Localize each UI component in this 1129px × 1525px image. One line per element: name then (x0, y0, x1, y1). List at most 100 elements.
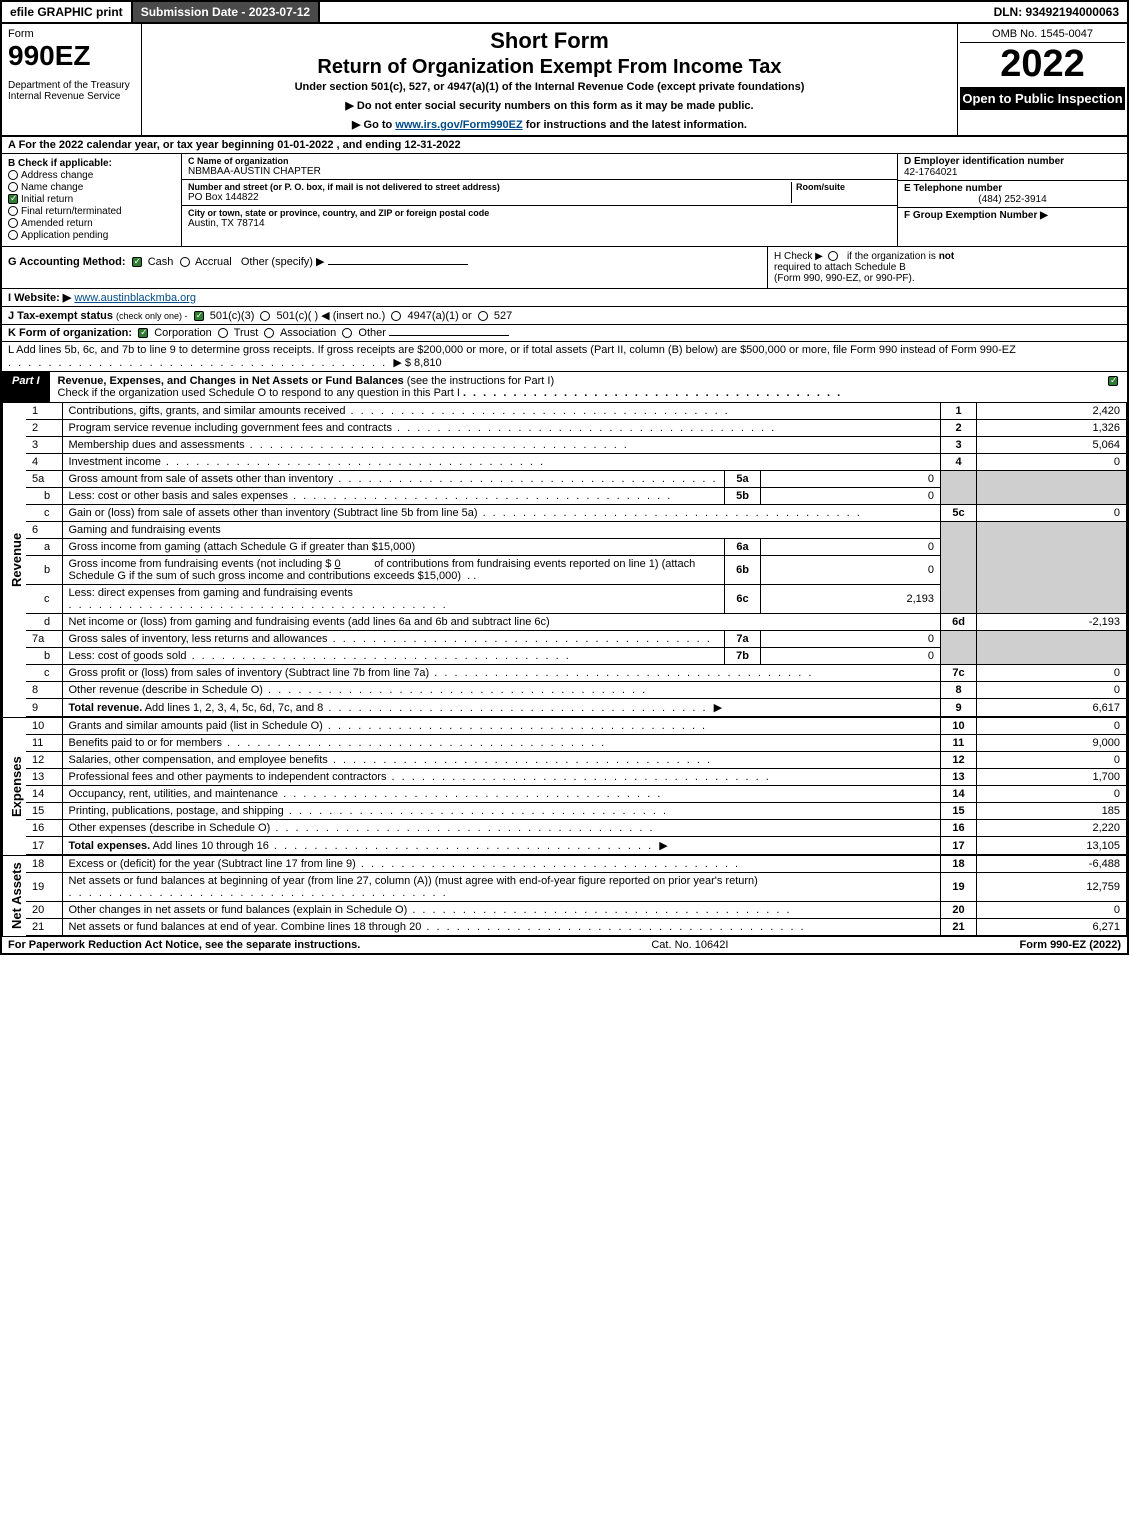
cb-527[interactable] (478, 311, 488, 321)
cb-schedule-o[interactable] (1108, 376, 1118, 386)
line1-val: 2,420 (977, 403, 1127, 420)
org-name-row: C Name of organization NBMBAA-AUSTIN CHA… (182, 154, 897, 180)
dept-label: Department of the Treasury (8, 80, 130, 91)
phone-row: E Telephone number (484) 252-3914 (898, 181, 1127, 208)
cb-501c[interactable] (260, 311, 270, 321)
col-d-ids: D Employer identification number 42-1764… (897, 154, 1127, 246)
line5b-desc: Less: cost or other basis and sales expe… (69, 490, 289, 502)
line-13: 13 Professional fees and other payments … (26, 769, 1127, 786)
line12-desc: Salaries, other compensation, and employ… (69, 754, 328, 766)
line5b-subval: 0 (761, 488, 941, 505)
line2-desc: Program service revenue including govern… (69, 422, 392, 434)
j-label: J Tax-exempt status (8, 310, 113, 322)
short-form-title: Short Form (148, 28, 951, 54)
line-5a: 5a Gross amount from sale of assets othe… (26, 471, 1127, 488)
cb-amended-return[interactable]: Amended return (8, 218, 175, 229)
line14-desc: Occupancy, rent, utilities, and maintena… (69, 788, 279, 800)
cb-name-change[interactable]: Name change (8, 182, 175, 193)
line6a-desc: Gross income from gaming (attach Schedul… (69, 541, 416, 553)
line21-val: 6,271 (977, 919, 1127, 936)
note-goto: ▶ Go to www.irs.gov/Form990EZ for instru… (148, 118, 951, 131)
expenses-section: Expenses 10 Grants and similar amounts p… (0, 718, 1129, 856)
line18-val: -6,488 (977, 856, 1127, 873)
part1-title-wrap: Revenue, Expenses, and Changes in Net As… (50, 372, 1102, 402)
row-k-form-org: K Form of organization: Corporation Trus… (0, 325, 1129, 342)
k-corp: Corporation (154, 327, 211, 339)
irs-link[interactable]: www.irs.gov/Form990EZ (395, 119, 522, 131)
website-link[interactable]: www.austinblackmba.org (74, 292, 196, 304)
cb-association[interactable] (264, 328, 274, 338)
line6a-subval: 0 (761, 539, 941, 556)
col-c-org-info: C Name of organization NBMBAA-AUSTIN CHA… (182, 154, 897, 246)
cb-schedule-b[interactable] (828, 251, 838, 261)
cb-501c3[interactable] (194, 311, 204, 321)
line19-desc: Net assets or fund balances at beginning… (69, 875, 758, 887)
row-a-tax-year: A For the 2022 calendar year, or tax yea… (0, 137, 1129, 154)
l-text: L Add lines 5b, 6c, and 7b to line 9 to … (8, 344, 1016, 356)
line7a-desc: Gross sales of inventory, less returns a… (69, 633, 328, 645)
org-addr-row: Number and street (or P. O. box, if mail… (182, 180, 897, 206)
line12-val: 0 (977, 752, 1127, 769)
line-11: 11 Benefits paid to or for members 11 9,… (26, 735, 1127, 752)
cb-accrual[interactable] (180, 257, 190, 267)
part1-title-sub: (see the instructions for Part I) (407, 375, 554, 387)
line7a-subval: 0 (761, 631, 941, 648)
note-ssn: ▶ Do not enter social security numbers o… (148, 99, 951, 112)
phone-value: (484) 252-3914 (904, 194, 1121, 205)
line6-desc: Gaming and fundraising events (69, 524, 221, 536)
line-6d: d Net income or (loss) from gaming and f… (26, 614, 1127, 631)
cb-trust[interactable] (218, 328, 228, 338)
expenses-table: 10 Grants and similar amounts paid (list… (26, 718, 1127, 855)
cb-name-change-label: Name change (21, 182, 83, 193)
accrual-label: Accrual (195, 256, 232, 268)
line16-desc: Other expenses (describe in Schedule O) (69, 822, 271, 834)
l-dots (8, 357, 387, 369)
line3-val: 5,064 (977, 437, 1127, 454)
j-501c: 501(c)( ) (277, 310, 319, 322)
line-19: 19 Net assets or fund balances at beginn… (26, 873, 1127, 902)
org-addr: PO Box 144822 (188, 192, 791, 203)
cb-other-org[interactable] (342, 328, 352, 338)
line19-val: 12,759 (977, 873, 1127, 902)
line17-pre: Total expenses. (69, 840, 151, 852)
cb-final-return[interactable]: Final return/terminated (8, 206, 175, 217)
cb-initial-return[interactable]: Initial return (8, 194, 175, 205)
line-7c: c Gross profit or (loss) from sales of i… (26, 665, 1127, 682)
line-6: 6 Gaming and fundraising events (26, 522, 1127, 539)
footer-left: For Paperwork Reduction Act Notice, see … (8, 939, 360, 951)
cb-4947[interactable] (391, 311, 401, 321)
cb-corporation[interactable] (138, 328, 148, 338)
line6c-subval: 2,193 (761, 585, 941, 614)
line20-val: 0 (977, 902, 1127, 919)
cb-cash[interactable] (132, 257, 142, 267)
row-i-website: I Website: ▶ www.austinblackmba.org (0, 289, 1129, 307)
note2-pre: ▶ Go to (352, 119, 395, 131)
cb-application-pending[interactable]: Application pending (8, 230, 175, 241)
expenses-label: Expenses (2, 718, 26, 855)
org-city-row: City or town, state or province, country… (182, 206, 897, 231)
line6b-pre: Gross income from fundraising events (no… (69, 558, 332, 570)
group-label: F Group Exemption Number ▶ (904, 210, 1121, 221)
line5c-val: 0 (977, 505, 1127, 522)
cash-label: Cash (148, 256, 174, 268)
j-4947: 4947(a)(1) or (407, 310, 471, 322)
website-label: I Website: ▶ (8, 292, 71, 304)
j-sub: (check only one) - (116, 311, 188, 321)
form-label: Form (8, 28, 135, 40)
line10-val: 0 (977, 718, 1127, 735)
form-header: Form 990EZ Department of the Treasury In… (0, 24, 1129, 137)
top-bar: efile GRAPHIC print Submission Date - 20… (0, 0, 1129, 24)
line7c-desc: Gross profit or (loss) from sales of inv… (69, 667, 430, 679)
cb-initial-return-label: Initial return (21, 194, 73, 205)
line-9: 9 Total revenue. Add lines 1, 2, 3, 4, 5… (26, 699, 1127, 717)
line8-val: 0 (977, 682, 1127, 699)
cb-address-change[interactable]: Address change (8, 170, 175, 181)
line14-val: 0 (977, 786, 1127, 803)
line4-desc: Investment income (69, 456, 161, 468)
line8-desc: Other revenue (describe in Schedule O) (69, 684, 263, 696)
net-assets-label: Net Assets (2, 856, 26, 936)
revenue-table: 1 Contributions, gifts, grants, and simi… (26, 403, 1127, 717)
other-org-line (389, 335, 509, 336)
row-j-tax-exempt: J Tax-exempt status (check only one) - 5… (0, 307, 1129, 325)
part1-badge: Part I (2, 372, 50, 402)
